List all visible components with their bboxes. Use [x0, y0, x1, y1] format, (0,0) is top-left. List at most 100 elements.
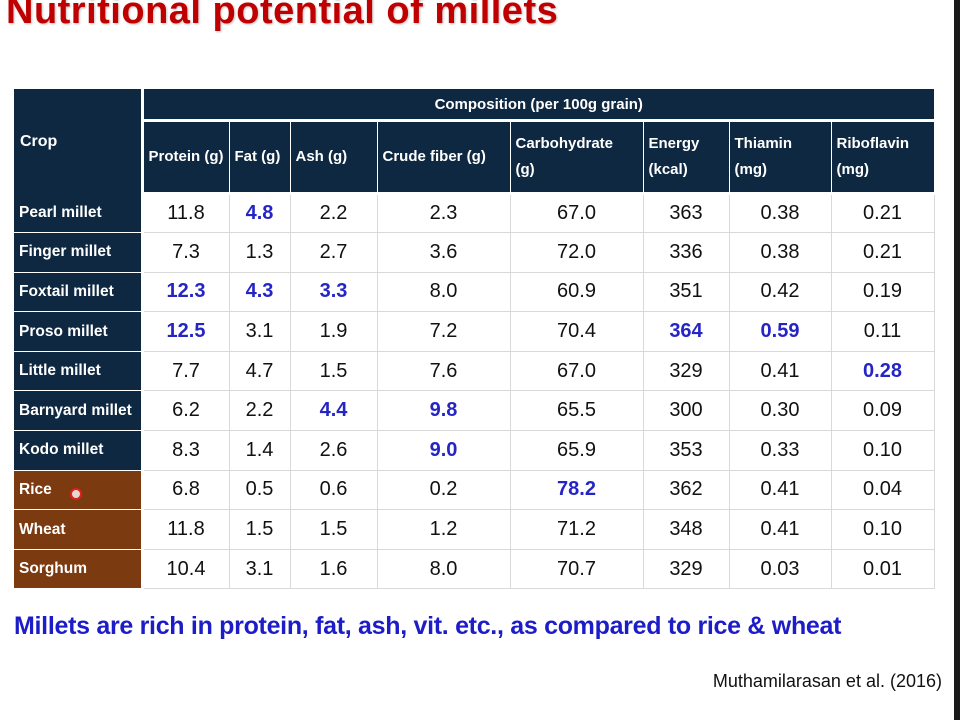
column-header-text: Thiamin: [734, 135, 793, 152]
value-cell: 3.1: [228, 548, 291, 590]
value-cell: 72.0: [509, 232, 644, 273]
value-cell: 0.28: [830, 350, 935, 392]
value-cell: 0.09: [830, 390, 935, 432]
value-cell: 2.2: [228, 390, 291, 432]
value-cell: 70.7: [509, 548, 644, 590]
crop-name: Sorghum: [14, 549, 144, 590]
value-cell: 0.41: [728, 509, 832, 550]
value-cell: 3.3: [289, 271, 378, 313]
crop-name: Finger millet: [14, 232, 144, 273]
table-row: Kodo millet 8.3 1.4 2.6 9.0 65.9 353 0.33 0.10: [14, 430, 935, 471]
value-cell: 4.4: [289, 390, 378, 432]
value-cell: 1.2: [376, 509, 511, 550]
table-row: Little millet 7.7 4.7 1.5 7.6 67.0 329 0.41 0.28: [14, 350, 935, 392]
value-cell: 6.8: [141, 469, 230, 511]
value-cell: 0.19: [830, 271, 935, 313]
column-header-text: Crude fiber (g): [382, 148, 486, 165]
value-cell: 1.5: [289, 509, 378, 550]
column-header: Protein (g): [142, 120, 229, 195]
table-row: Proso millet 12.5 3.1 1.9 7.2 70.4 364 0.59 0.11: [14, 311, 935, 352]
value-cell: 348: [642, 509, 730, 550]
value-cell: 11.8: [141, 509, 230, 550]
window-edge: [954, 0, 960, 720]
value-cell: 0.21: [830, 232, 935, 273]
value-cell: 351: [642, 271, 730, 313]
value-cell: 1.5: [228, 509, 291, 550]
value-cell: 0.38: [728, 192, 832, 234]
value-cell: 8.3: [141, 430, 230, 471]
value-cell: 0.10: [830, 509, 935, 550]
value-cell: 0.5: [228, 469, 291, 511]
crop-label: Pearl millet: [19, 203, 102, 221]
table-body: Pearl millet 11.8 4.8 2.2 2.3 67.0 363 0.38 0.21…: [14, 192, 935, 590]
table-row: Barnyard millet 6.2 2.2 4.4 9.8 65.5 300 0.30 0.…: [14, 390, 935, 432]
crop-name: Rice: [14, 470, 144, 511]
value-cell: 0.59: [728, 311, 832, 352]
table-row: Sorghum 10.4 3.1 1.6 8.0 70.7 329 0.03 0.01: [14, 548, 935, 590]
value-cell: 12.3: [141, 271, 230, 313]
column-header: Carbohydrate (g): [509, 120, 643, 195]
crop-name: Pearl millet: [14, 193, 144, 234]
value-cell: 10.4: [141, 548, 230, 590]
value-cell: 1.6: [289, 548, 378, 590]
value-cell: 7.7: [141, 350, 230, 392]
value-cell: 4.8: [228, 192, 291, 234]
value-cell: 0.11: [830, 311, 935, 352]
value-cell: 65.5: [509, 390, 644, 432]
crop-name: Little millet: [14, 351, 144, 392]
column-header-text: (kcal): [648, 161, 688, 178]
column-header-text: Protein (g): [148, 148, 224, 165]
crop-name: Kodo millet: [14, 430, 144, 471]
value-cell: 9.0: [376, 430, 511, 471]
table-row: Wheat 11.8 1.5 1.5 1.2 71.2 348 0.41 0.10: [14, 509, 935, 550]
column-header: Crude fiber (g): [376, 120, 510, 195]
crop-header: Crop: [14, 89, 144, 194]
table-row: Rice 6.8 0.5 0.6 0.2 78.2 362 0.41 0.04: [14, 469, 935, 511]
crop-label: Foxtail millet: [19, 282, 114, 300]
crop-name: Barnyard millet: [14, 390, 144, 432]
value-cell: 2.6: [289, 430, 378, 471]
value-cell: 2.2: [289, 192, 378, 234]
value-cell: 362: [642, 469, 730, 511]
value-cell: 0.33: [728, 430, 832, 471]
summary-statement: Millets are rich in protein, fat, ash, v…: [14, 612, 842, 640]
value-cell: 0.2: [376, 469, 511, 511]
table-row: Foxtail millet 12.3 4.3 3.3 8.0 60.9 351 0.42 0.…: [14, 271, 935, 313]
crop-label: Barnyard millet: [19, 401, 132, 419]
value-cell: 65.9: [509, 430, 644, 471]
crop-name: Proso millet: [14, 311, 144, 352]
value-cell: 364: [642, 311, 730, 352]
crop-label: Wheat: [19, 520, 66, 538]
value-cell: 0.10: [830, 430, 935, 471]
column-header: Energy (kcal): [642, 120, 729, 195]
table-row: Pearl millet 11.8 4.8 2.2 2.3 67.0 363 0.38 0.21: [14, 192, 935, 234]
composition-header: Composition (per 100g grain): [142, 89, 934, 122]
value-cell: 7.3: [141, 232, 230, 273]
value-cell: 300: [642, 390, 730, 432]
crop-name: Foxtail millet: [14, 272, 144, 313]
value-cell: 4.7: [228, 350, 291, 392]
column-header-text: (mg): [836, 161, 870, 178]
value-cell: 329: [642, 548, 730, 590]
value-cell: 3.1: [228, 311, 291, 352]
value-cell: 1.9: [289, 311, 378, 352]
value-cell: 0.6: [289, 469, 378, 511]
value-cell: 363: [642, 192, 730, 234]
column-header-row: Protein (g) Fat (g) Ash (g) Crude fiber (g)…: [14, 120, 934, 195]
value-cell: 0.38: [728, 232, 832, 273]
value-cell: 329: [642, 350, 730, 392]
crop-label: Little millet: [19, 362, 101, 380]
value-cell: 2.3: [376, 192, 511, 234]
slide-title: Nutritional potential of millets: [6, 0, 559, 32]
value-cell: 0.04: [830, 469, 935, 511]
mouse-cursor-indicator: [70, 487, 82, 500]
table-row: Finger millet 7.3 1.3 2.7 3.6 72.0 336 0.38 0.21: [14, 232, 935, 273]
value-cell: 6.2: [141, 390, 230, 432]
value-cell: 0.01: [830, 548, 935, 590]
crop-label: Finger millet: [19, 243, 112, 261]
column-header-text: Carbohydrate: [515, 135, 614, 152]
value-cell: 71.2: [509, 509, 644, 550]
crop-name: Wheat: [14, 509, 144, 550]
value-cell: 1.3: [228, 232, 291, 273]
column-header-text: Fat (g): [234, 148, 281, 165]
